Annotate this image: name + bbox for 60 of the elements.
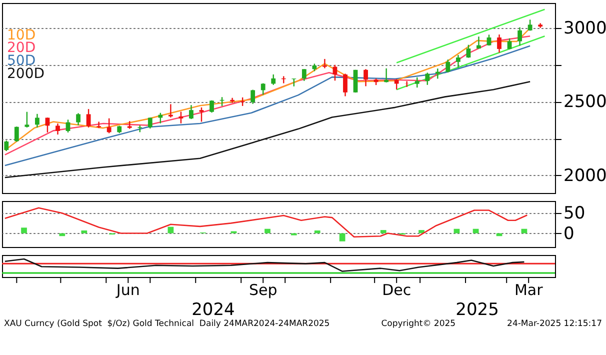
candlestick: [189, 104, 194, 120]
candlestick: [271, 74, 276, 86]
candlestick: [394, 78, 399, 90]
x-tick-label: Jun: [115, 281, 140, 299]
candlestick: [168, 104, 173, 118]
candlestick: [322, 58, 327, 69]
candlestick: [414, 76, 420, 88]
candlestick: [76, 112, 80, 126]
bar: [454, 228, 460, 234]
x-tick-label: Mar: [514, 281, 544, 299]
candlestick: [425, 72, 430, 86]
bar: [380, 230, 386, 234]
text: 24-Mar-2025 12:15:17: [507, 319, 602, 329]
candlestick: [106, 118, 112, 134]
text: Copyright© 2025: [381, 319, 456, 329]
bar: [59, 233, 66, 236]
candlestick: [199, 106, 204, 122]
candlestick: [14, 126, 19, 142]
text: XAU Curncy (Gold Spot $/Oz) Gold Technical Daily 24MAR2024-24MAR2025: [4, 319, 330, 329]
y-tick-label: 3000: [564, 18, 606, 39]
x-tick-label: Dec: [382, 281, 412, 299]
bar: [264, 228, 270, 234]
candlestick: [497, 34, 502, 54]
x-tick-label: Sep: [248, 281, 278, 299]
bar: [472, 228, 479, 234]
bar: [339, 233, 346, 242]
candlestick: [466, 44, 471, 58]
candlestick: [210, 100, 214, 114]
y-tick-label: 2500: [564, 92, 606, 112]
x2-tick-label: 2024: [192, 300, 235, 320]
bar: [168, 226, 174, 234]
line-series: [4, 81, 531, 178]
candlestick: [96, 121, 102, 129]
candlestick: [343, 73, 348, 97]
bar: [314, 230, 320, 234]
candlestick: [86, 108, 91, 128]
y-tick-label: 2000: [564, 166, 606, 186]
candlestick: [518, 26, 522, 46]
candlestick: [24, 111, 30, 128]
candlestick: [384, 68, 389, 83]
y-tick-label: 50: [564, 204, 586, 224]
candlestick: [302, 68, 306, 82]
line-series: [4, 207, 528, 238]
candlestick: [456, 54, 460, 68]
candlestick: [476, 36, 481, 50]
candlestick: [4, 140, 9, 152]
candlestick: [148, 116, 152, 130]
candlestick: [45, 116, 50, 134]
text: 200D: [7, 66, 45, 82]
bar: [21, 228, 27, 234]
candlestick: [404, 80, 410, 88]
candlestick: [56, 122, 60, 136]
candlestick: [446, 58, 450, 74]
bar: [521, 228, 528, 234]
y-tick-label: 0: [564, 224, 574, 244]
candlestick: [35, 113, 40, 128]
candlestick: [250, 89, 256, 104]
x2-tick-label: 2025: [456, 300, 499, 320]
bar: [81, 230, 88, 234]
candlestick: [364, 68, 368, 87]
